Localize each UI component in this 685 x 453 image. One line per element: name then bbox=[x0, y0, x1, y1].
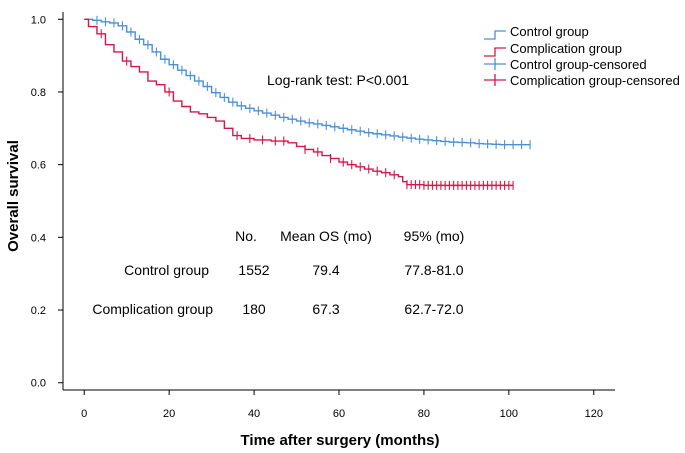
legend-label-complication: Complication group bbox=[510, 41, 622, 56]
y-tick-label: 0.2 bbox=[31, 305, 46, 317]
x-tick-label: 120 bbox=[585, 408, 603, 420]
y-tick-label: 1.0 bbox=[31, 14, 46, 26]
y-tick-label: 0.0 bbox=[31, 378, 46, 390]
series-line-complication bbox=[84, 18, 514, 187]
table-header-mean: Mean OS (mo) bbox=[280, 228, 372, 244]
legend-symbol-control-censored bbox=[484, 58, 506, 70]
y-tick-label: 0.8 bbox=[31, 87, 46, 99]
table-row-complication-n: 180 bbox=[242, 301, 266, 317]
series-line-control bbox=[84, 18, 531, 146]
x-tick-label: 80 bbox=[418, 408, 430, 420]
legend-label-control-censored: Control group-censored bbox=[510, 57, 647, 72]
table-header-n: No. bbox=[235, 228, 257, 244]
table-row-control-mean: 79.4 bbox=[312, 262, 339, 278]
y-tick-label: 0.4 bbox=[31, 232, 46, 244]
y-tick-label: 0.6 bbox=[31, 160, 46, 172]
logrank-annotation: Log-rank test: P<0.001 bbox=[267, 72, 409, 88]
legend: Control group Complication group Control… bbox=[484, 24, 680, 88]
x-tick-label: 0 bbox=[81, 408, 87, 420]
table-row-control-n: 1552 bbox=[238, 262, 269, 278]
table-row-control-group: Control group bbox=[124, 262, 209, 278]
x-tick-label: 40 bbox=[248, 408, 260, 420]
legend-label-control: Control group bbox=[510, 24, 589, 39]
summary-table: No. Mean OS (mo) 95% (mo) Control group … bbox=[92, 228, 464, 317]
x-axis-title: Time after surgery (months) bbox=[241, 432, 440, 449]
y-axis-title: Overall survival bbox=[5, 140, 22, 252]
x-tick-label: 100 bbox=[500, 408, 518, 420]
table-row-complication-group: Complication group bbox=[92, 301, 213, 317]
legend-symbol-complication-censored bbox=[484, 74, 506, 86]
table-row-control-ci: 77.8-81.0 bbox=[404, 262, 463, 278]
table-row-complication-mean: 67.3 bbox=[312, 301, 339, 317]
legend-symbol-control-line bbox=[484, 30, 506, 40]
table-header-ci: 95% (mo) bbox=[404, 228, 465, 244]
table-row-complication-ci: 62.7-72.0 bbox=[404, 301, 463, 317]
series-layer bbox=[84, 15, 531, 190]
x-tick-label: 60 bbox=[333, 408, 345, 420]
legend-label-complication-censored: Complication group-censored bbox=[510, 73, 680, 88]
x-tick-label: 20 bbox=[163, 408, 175, 420]
legend-symbol-complication-line bbox=[484, 47, 506, 57]
axes: 0.0 0.2 0.4 0.6 0.8 1.0 0 20 40 60 80 100 120 bbox=[31, 12, 615, 420]
